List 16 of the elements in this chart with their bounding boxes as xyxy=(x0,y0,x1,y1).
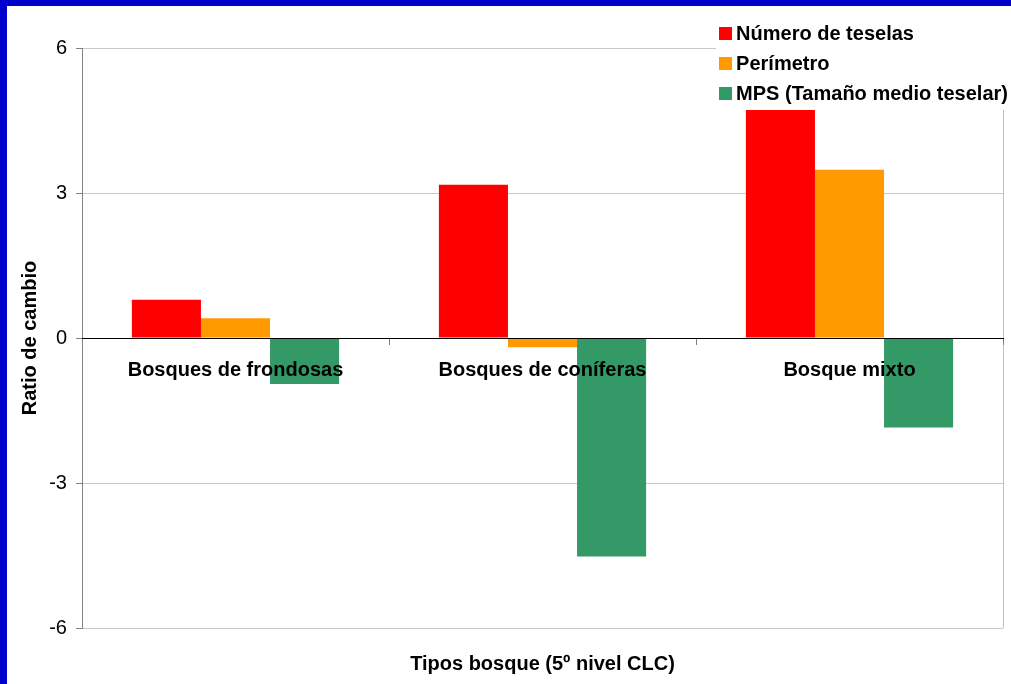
bar xyxy=(438,184,508,338)
bar xyxy=(200,318,271,338)
bar xyxy=(131,299,201,338)
y-tick-label: -6 xyxy=(49,615,67,638)
bar xyxy=(507,338,578,348)
y-axis-title: Ratio de cambio xyxy=(17,260,40,416)
y-tick-label: 3 xyxy=(55,180,67,203)
y-tick-label: -3 xyxy=(49,470,67,493)
legend-label: MPS (Tamaño medio teselar) xyxy=(736,81,1008,105)
x-axis-title: Tipos bosque (5º nivel CLC) xyxy=(410,651,675,675)
legend-label: Perímetro xyxy=(736,51,830,75)
bar xyxy=(745,107,815,338)
bar xyxy=(814,169,885,338)
legend-label: Número de teselas xyxy=(736,21,914,45)
y-tick-label: 0 xyxy=(55,325,67,348)
y-tick-label: 6 xyxy=(55,35,67,58)
